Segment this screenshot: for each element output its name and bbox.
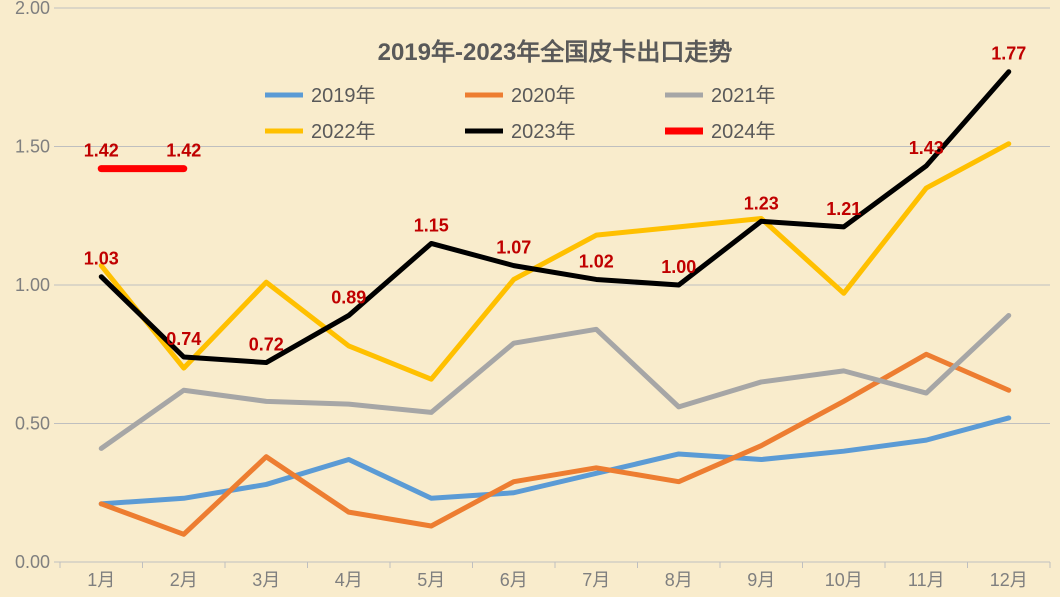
export-trend-chart: 0.00 0.50 1.00 1.50 2.00 1月 2月 3月 4月 5月 6月 7月 8月 9月 10…	[0, 0, 1060, 597]
legend-label: 2021年	[711, 84, 776, 107]
data-label-2023年: 0.74	[166, 329, 201, 349]
data-label-2023年: 1.07	[496, 238, 531, 258]
y-tick-label: 2.00	[15, 0, 50, 18]
legend-label: 2022年	[311, 120, 376, 143]
x-tick-label: 4月	[335, 570, 363, 590]
x-tick-label: 7月	[582, 570, 610, 590]
data-label-2024年: 1.42	[166, 141, 201, 161]
data-label-2023年: 1.03	[84, 249, 119, 269]
data-label-2023年: 1.43	[909, 138, 944, 158]
y-tick-label: 0.50	[15, 414, 50, 434]
x-tick-label: 3月	[252, 570, 280, 590]
x-tick-label: 11月	[908, 570, 945, 590]
x-tick-label: 6月	[500, 570, 528, 590]
legend-label: 2024年	[711, 120, 776, 143]
y-tick-label: 1.50	[15, 137, 50, 157]
legend-label: 2023年	[511, 120, 576, 143]
x-tick-label: 1月	[87, 570, 115, 590]
x-tick-label: 10月	[825, 570, 863, 590]
x-tick-label: 12月	[990, 570, 1028, 590]
data-label-2023年: 1.15	[414, 215, 449, 235]
data-label-2023年: 1.23	[744, 193, 779, 213]
data-label-2023年: 0.72	[249, 335, 284, 355]
legend-label: 2020年	[511, 84, 576, 107]
x-tick-label: 9月	[747, 570, 775, 590]
x-tick-label: 2月	[170, 570, 198, 590]
y-tick-label: 1.00	[15, 275, 50, 295]
x-tick-label: 8月	[665, 570, 693, 590]
data-label-2023年: 0.89	[331, 287, 366, 307]
data-label-2023年: 1.21	[826, 199, 861, 219]
data-label-2023年: 1.02	[579, 251, 614, 271]
data-label-2024年: 1.42	[84, 141, 119, 161]
x-tick-label: 5月	[417, 570, 445, 590]
data-label-2023年: 1.00	[661, 257, 696, 277]
data-label-2023年: 1.77	[991, 44, 1026, 64]
chart-title: 2019年-2023年全国皮卡出口走势	[378, 38, 733, 66]
legend-label: 2019年	[311, 84, 376, 107]
y-tick-label: 0.00	[15, 552, 50, 572]
